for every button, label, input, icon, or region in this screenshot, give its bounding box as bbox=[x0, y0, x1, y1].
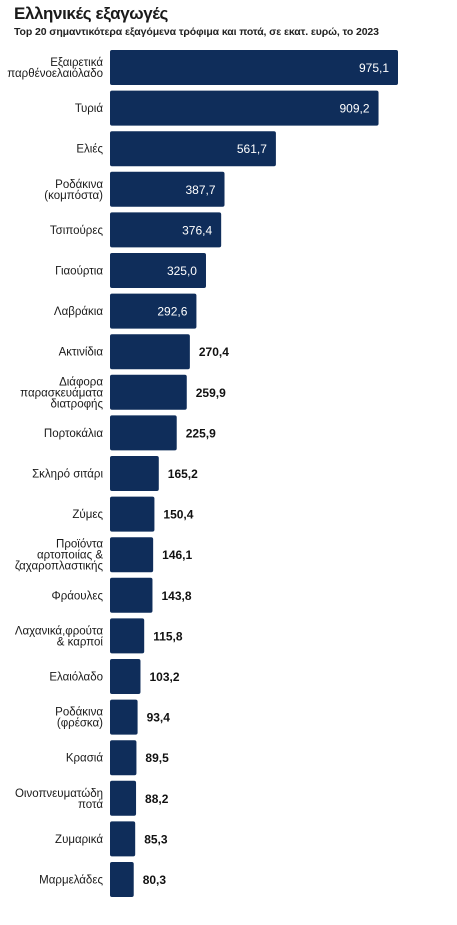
bar bbox=[110, 577, 153, 613]
bar bbox=[110, 171, 225, 207]
category-label: Ζύμες bbox=[72, 509, 103, 521]
bar bbox=[110, 293, 197, 329]
bar bbox=[110, 50, 398, 85]
bar bbox=[110, 496, 155, 532]
category-label: Ροδάκινα (κομπόστα) bbox=[44, 179, 103, 202]
value-label: 103,2 bbox=[149, 670, 179, 684]
bar bbox=[110, 740, 137, 776]
category-label: Σκληρό σιτάρι bbox=[32, 469, 103, 481]
bar bbox=[110, 415, 177, 451]
value-label: 93,4 bbox=[147, 711, 171, 725]
value-label: 146,1 bbox=[162, 548, 192, 562]
bar bbox=[110, 618, 145, 654]
bar bbox=[110, 862, 134, 897]
category-label: Ελιές bbox=[76, 144, 103, 156]
category-label: Ροδάκινα (φρέσκα) bbox=[55, 707, 103, 730]
bar bbox=[110, 131, 276, 167]
bar bbox=[110, 456, 159, 491]
category-label: Ζυμαρικά bbox=[55, 834, 103, 846]
value-label: 259,9 bbox=[196, 386, 226, 400]
category-label: Τυριά bbox=[75, 103, 103, 115]
value-label: 89,5 bbox=[145, 751, 169, 765]
value-label: 115,8 bbox=[153, 629, 183, 643]
value-label: 975,1 bbox=[359, 61, 389, 75]
category-label: Ελαιόλαδο bbox=[49, 672, 103, 684]
bar bbox=[110, 699, 138, 735]
value-label: 143,8 bbox=[161, 589, 191, 603]
value-label: 88,2 bbox=[145, 792, 169, 806]
value-label: 292,6 bbox=[157, 305, 187, 319]
category-label: Οινοπνευματώδη ποτά bbox=[15, 788, 103, 811]
value-label: 909,2 bbox=[340, 102, 370, 116]
category-label: Πορτοκάλια bbox=[44, 428, 103, 440]
category-label: Μαρμελάδες bbox=[39, 875, 103, 887]
value-label: 80,3 bbox=[143, 873, 167, 887]
category-label: Διάφορα παρασκευάματα διατροφής bbox=[20, 376, 103, 410]
value-label: 561,7 bbox=[237, 142, 267, 156]
bar bbox=[110, 821, 136, 857]
category-label: Εξαιρετικά παρθένοελαιόλαδο bbox=[7, 57, 103, 80]
value-label: 150,4 bbox=[163, 508, 193, 522]
value-label: 165,2 bbox=[168, 467, 198, 481]
category-label: Λαχανικά,φρούτα & καρποί bbox=[15, 625, 104, 648]
category-label: Λαβράκια bbox=[54, 306, 103, 318]
value-label: 270,4 bbox=[199, 345, 229, 359]
bar bbox=[110, 659, 141, 694]
category-label: Κρασιά bbox=[66, 753, 104, 765]
value-label: 325,0 bbox=[167, 264, 197, 278]
bar bbox=[110, 780, 137, 816]
chart-subtitle: Top 20 σημαντικότερα εξαγόμενα τρόφιμα κ… bbox=[14, 26, 379, 38]
bar bbox=[110, 374, 187, 410]
category-label: Ακτινίδια bbox=[59, 347, 104, 359]
value-label: 387,7 bbox=[185, 183, 215, 197]
category-label: Γιαούρτια bbox=[55, 266, 103, 278]
value-label: 225,9 bbox=[186, 426, 216, 440]
chart-title: Ελληνικές εξαγωγές bbox=[14, 4, 168, 23]
bar bbox=[110, 90, 379, 126]
category-label: Φράουλες bbox=[52, 590, 104, 602]
category-label: Προϊόντα αρτοποιίας & ζαχαροπλαστικής bbox=[15, 539, 104, 573]
bar bbox=[110, 212, 222, 248]
bar bbox=[110, 537, 154, 573]
bar bbox=[110, 253, 206, 288]
category-label: Τσιπούρες bbox=[50, 225, 104, 237]
bar bbox=[110, 334, 190, 370]
value-label: 376,4 bbox=[182, 223, 212, 237]
value-label: 85,3 bbox=[144, 832, 168, 846]
